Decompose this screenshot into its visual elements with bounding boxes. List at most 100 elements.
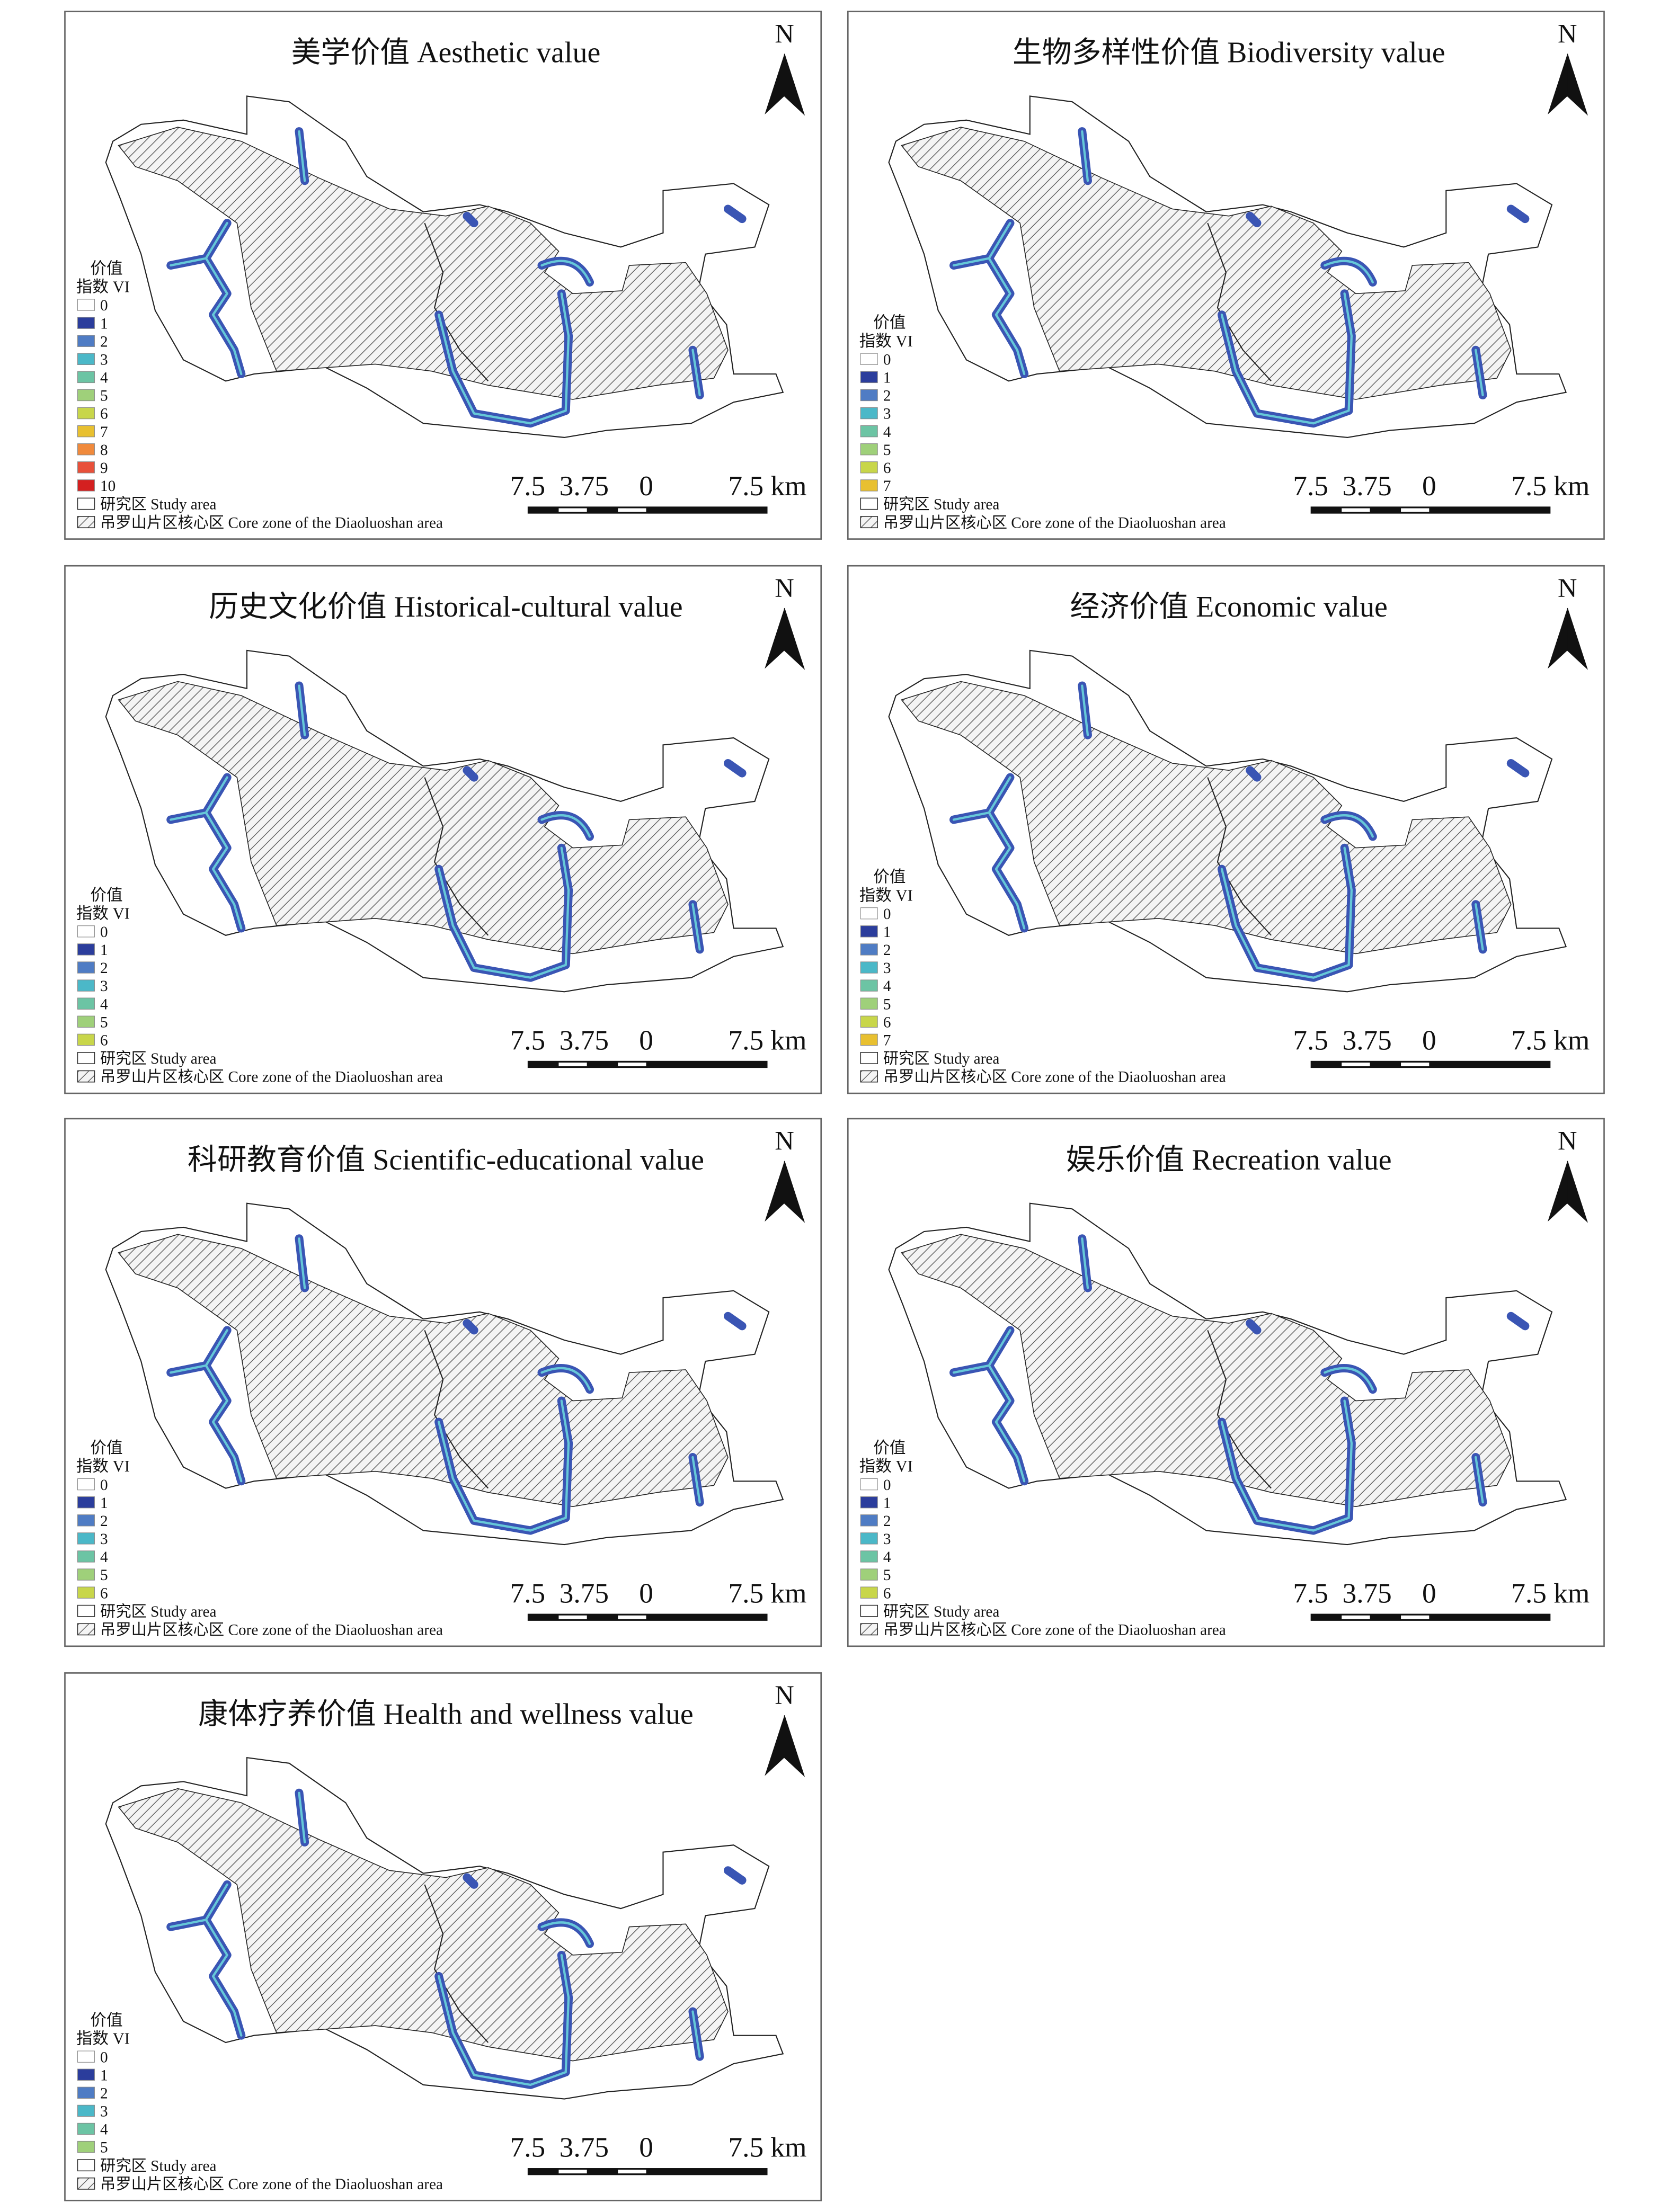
legend-label: 研究区 Study area (100, 1050, 216, 1067)
panel-title: 康体疗养价值 Health and wellness value (198, 1698, 694, 1731)
legend-label: 6 (100, 1585, 108, 1602)
legend-label: 0 (100, 1477, 108, 1494)
legend-swatch (77, 1623, 95, 1636)
legend-label: 5 (100, 388, 108, 405)
north-arrow (1548, 1161, 1568, 1222)
legend-swatch (77, 2159, 95, 2172)
north-arrow (1567, 1161, 1588, 1223)
legend-swatch (860, 1033, 878, 1046)
legend-swatch (77, 461, 95, 474)
legend-label: 3 (100, 978, 108, 995)
legend-label: 1 (883, 370, 891, 387)
legend-label: 5 (883, 1567, 891, 1584)
legend-swatch (860, 353, 878, 365)
north-arrow (765, 1161, 785, 1222)
legend-swatch (77, 1015, 95, 1028)
scale-label: 7.5 km (1511, 1577, 1590, 1609)
legend-swatch (77, 1586, 95, 1599)
north-arrow (1567, 608, 1588, 670)
legend-swatch (860, 1496, 878, 1509)
legend-label: 4 (100, 1549, 108, 1566)
scale-label: 0 (639, 1024, 653, 1056)
legend-swatch (77, 2122, 95, 2135)
scale-label: 7.5 km (1511, 1024, 1590, 1056)
legend-label: 4 (883, 978, 891, 995)
legend-swatch (860, 1550, 878, 1563)
legend-swatch (77, 2140, 95, 2153)
legend-label: 研究区 Study area (100, 1603, 216, 1620)
north-label: N (1558, 1126, 1577, 1156)
legend-label: 1 (883, 924, 891, 941)
legend-swatch (860, 389, 878, 402)
legend-label: 4 (883, 424, 891, 441)
legend-swatch (77, 1568, 95, 1581)
legend-label: 0 (883, 1477, 891, 1494)
scale-label: 7.5 km (1511, 470, 1590, 502)
scale-bar-segment (1342, 508, 1370, 512)
legend-swatch (77, 2177, 95, 2190)
legend-swatch (860, 1568, 878, 1581)
legend-label: 5 (100, 1014, 108, 1031)
legend-swatch (860, 979, 878, 992)
scale-label: 0 (1422, 1024, 1436, 1056)
legend-title: 价值 (873, 1439, 905, 1457)
legend-swatch (860, 1052, 878, 1064)
legend-label: 2 (100, 333, 108, 350)
scale-label: 7.5 km (729, 470, 807, 502)
legend-swatch (77, 1052, 95, 1064)
legend-swatch (860, 1586, 878, 1599)
legend-label: 2 (883, 942, 891, 959)
legend-label: 2 (100, 2085, 108, 2102)
legend-label: 3 (883, 1531, 891, 1548)
legend-swatch (77, 1514, 95, 1527)
scale-label: 7.5 km (729, 1577, 807, 1609)
legend-swatch (77, 997, 95, 1010)
legend-swatch (860, 943, 878, 956)
legend-label: 2 (100, 960, 108, 977)
legend-swatch (77, 943, 95, 956)
panel-title: 历史文化价值 Historical-cultural value (209, 591, 682, 623)
legend-label: 吊罗山片区核心区 Core zone of the Diaoluoshan ar… (100, 514, 443, 531)
scale-label: 0 (639, 2132, 653, 2163)
legend-swatch (77, 1604, 95, 1617)
north-arrow (1548, 53, 1568, 115)
scale-bar-segment (558, 1062, 587, 1066)
scale-label: 3.75 (560, 1024, 609, 1056)
scale-bar (1310, 1060, 1551, 1068)
legend-swatch (77, 1033, 95, 1046)
panel-title: 生物多样性价值 Biodiversity value (1013, 37, 1445, 69)
legend-label: 吊罗山片区核心区 Core zone of the Diaoluoshan ar… (100, 1621, 443, 1639)
north-label: N (1558, 19, 1577, 48)
legend-swatch (860, 1015, 878, 1028)
legend-swatch (860, 407, 878, 420)
legend-title: 指数 VI (76, 2030, 130, 2048)
scale-bar-segment (618, 508, 646, 512)
north-arrow (1548, 608, 1568, 669)
legend-label: 吊罗山片区核心区 Core zone of the Diaoluoshan ar… (100, 2175, 443, 2193)
legend-label: 7 (100, 424, 108, 441)
scale-bar (527, 506, 768, 514)
legend-label: 3 (100, 2103, 108, 2120)
north-arrow (765, 53, 785, 115)
legend-label: 5 (100, 2139, 108, 2156)
north-arrow (784, 1715, 805, 1778)
legend-title: 价值 (90, 2011, 122, 2029)
legend-swatch (860, 497, 878, 510)
legend-swatch (860, 479, 878, 492)
scale-label: 7.5 (510, 2132, 546, 2163)
legend-swatch (77, 2104, 95, 2117)
map-panel: 科研教育价值 Scientific-educational value N 价值指数… (64, 1118, 822, 1647)
scale-label: 3.75 (560, 1577, 609, 1609)
legend-title: 价值 (873, 314, 905, 332)
legend-swatch (77, 1496, 95, 1509)
legend-swatch (860, 516, 878, 529)
legend-swatch (860, 425, 878, 438)
scale-bar-segment (618, 1062, 646, 1066)
legend-swatch (77, 2068, 95, 2081)
legend-label: 3 (100, 1531, 108, 1548)
legend-label: 吊罗山片区核心区 Core zone of the Diaoluoshan ar… (883, 1621, 1226, 1639)
legend-swatch (77, 1070, 95, 1083)
legend-label: 吊罗山片区核心区 Core zone of the Diaoluoshan ar… (883, 1068, 1226, 1086)
scale-label: 7.5 km (729, 1024, 807, 1056)
